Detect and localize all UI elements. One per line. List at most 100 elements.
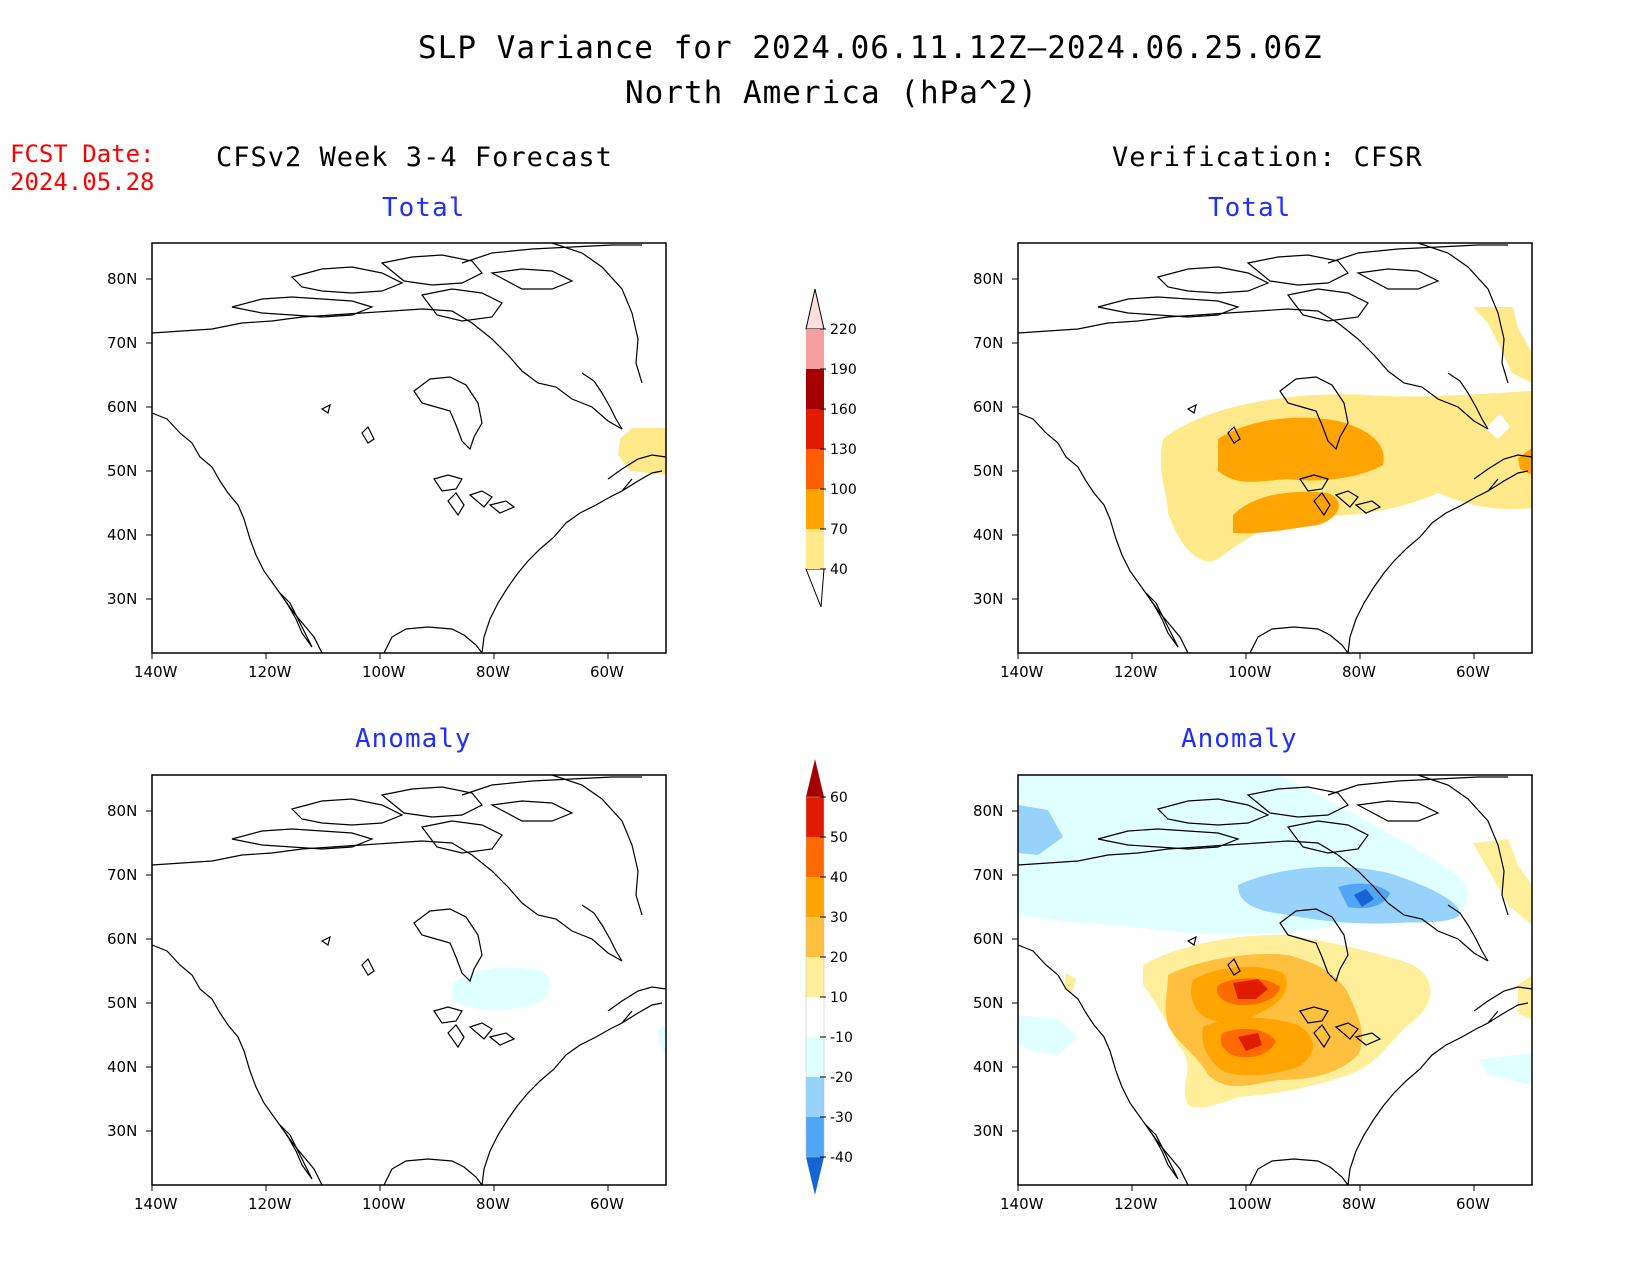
lat-tick-label: 80N bbox=[973, 802, 1004, 820]
colorbar-total-label: 220 bbox=[830, 322, 857, 338]
coastline-segment bbox=[1145, 1124, 1179, 1180]
coastline-segment bbox=[290, 266, 404, 294]
lon-tick-label: 100W bbox=[362, 663, 406, 681]
lon-tick-label: 140W bbox=[1000, 1195, 1044, 1213]
coastline-segment bbox=[607, 454, 667, 492]
colorbar-total-high-tri bbox=[805, 288, 825, 330]
coastline-segment bbox=[1249, 626, 1349, 654]
coastline-segment bbox=[551, 242, 643, 384]
lat-tick-label: 50N bbox=[107, 994, 138, 1012]
lon-tick-label: 120W bbox=[1114, 663, 1158, 681]
coastline-segment bbox=[1417, 774, 1509, 916]
coastline-segment bbox=[151, 944, 323, 1186]
coastline-fc-anom bbox=[151, 774, 667, 1186]
shading-fc-total bbox=[618, 428, 666, 475]
lat-tick-label: 60N bbox=[973, 398, 1004, 416]
coastline-segment bbox=[1017, 840, 1489, 962]
coastline-segment bbox=[1354, 1032, 1382, 1046]
coastline-segment bbox=[380, 786, 483, 818]
colorbar-total-label: 130 bbox=[830, 442, 857, 458]
coastline-segment bbox=[383, 626, 483, 654]
coastline-segment bbox=[461, 244, 642, 290]
colorbar-anom-segment bbox=[806, 1077, 824, 1117]
colorbar-anom-frame bbox=[805, 796, 825, 1158]
coastline-vf-total bbox=[1017, 242, 1533, 654]
lon-tick-label: 60W bbox=[590, 1195, 624, 1213]
coastline-segment bbox=[1334, 1022, 1359, 1040]
coastline-segment bbox=[1417, 242, 1509, 384]
coastline-segment bbox=[1313, 492, 1331, 517]
fcst-date-value: 2024.05.28 bbox=[10, 168, 155, 196]
lon-tick-label: 100W bbox=[1228, 663, 1272, 681]
lat-tick-label: 70N bbox=[107, 866, 138, 884]
panel-title-fc-total: Total bbox=[382, 193, 466, 223]
coastline-segment bbox=[1246, 786, 1349, 818]
lat-tick-label: 80N bbox=[107, 802, 138, 820]
coastline-segment bbox=[468, 1022, 493, 1040]
coastline-segment bbox=[279, 1124, 313, 1180]
lat-tick-label: 40N bbox=[107, 1058, 138, 1076]
lon-tick-label: 80W bbox=[476, 1195, 510, 1213]
main-title: SLP Variance for 2024.06.11.12Z—2024.06.… bbox=[418, 30, 1323, 66]
colorbar-anom-segment bbox=[806, 917, 824, 957]
coastline-segment bbox=[581, 904, 623, 962]
coastline-segment bbox=[420, 288, 503, 322]
lat-tick-label: 60N bbox=[973, 930, 1004, 948]
map-forecast-anomaly bbox=[146, 774, 667, 1191]
coastline-segment bbox=[1156, 798, 1270, 826]
coastline-segment bbox=[1447, 372, 1489, 430]
coastline-segment bbox=[151, 840, 623, 962]
coastline-segment bbox=[1327, 244, 1508, 290]
coastline-segment bbox=[1145, 592, 1179, 648]
verification-header: Verification: CFSR bbox=[1112, 142, 1423, 173]
lon-tick-label: 100W bbox=[1228, 1195, 1272, 1213]
coastline-segment bbox=[461, 776, 642, 822]
colorbar-total-low-tri bbox=[805, 568, 825, 608]
forecast-header: CFSv2 Week 3-4 Forecast bbox=[216, 142, 613, 173]
coastline-segment bbox=[1249, 1158, 1349, 1186]
coastline-segment bbox=[151, 412, 323, 654]
coastline-segment bbox=[1327, 776, 1508, 822]
coastline-segment bbox=[151, 308, 623, 430]
coastline-segment bbox=[1347, 1010, 1499, 1186]
colorbar-anom-segment bbox=[806, 1117, 824, 1157]
colorbar-anom-high-tri bbox=[806, 759, 824, 797]
coastline-segment bbox=[1286, 288, 1369, 322]
coastline-segment bbox=[1313, 1024, 1331, 1049]
map-verification-anomaly bbox=[1012, 774, 1533, 1191]
coastline-segment bbox=[1286, 820, 1369, 854]
colorbar-anom-label: 30 bbox=[830, 910, 848, 926]
coastline-segment bbox=[320, 403, 331, 414]
coastline-segment bbox=[413, 376, 483, 451]
colorbar-anom-label: -30 bbox=[830, 1110, 853, 1126]
coastline-segment bbox=[231, 828, 374, 850]
lat-tick-label: 50N bbox=[973, 462, 1004, 480]
coastline-segment bbox=[361, 425, 375, 444]
lon-tick-label: 120W bbox=[1114, 1195, 1158, 1213]
colorbar-total-label: 160 bbox=[830, 402, 857, 418]
coastline-vf-anom bbox=[1017, 774, 1533, 1186]
panel-title-fc-anom: Anomaly bbox=[355, 724, 472, 754]
colorbar-anom-label: 40 bbox=[830, 870, 848, 886]
colorbar-anom-segment bbox=[806, 957, 824, 997]
lon-tick-label: 80W bbox=[1342, 1195, 1376, 1213]
coastline-segment bbox=[1227, 957, 1241, 976]
colorbar-total-label: 190 bbox=[830, 362, 857, 378]
coastline-segment bbox=[1354, 500, 1382, 514]
lon-tick-label: 60W bbox=[590, 663, 624, 681]
colorbar-total-segment bbox=[806, 489, 824, 529]
coastline-segment bbox=[290, 798, 404, 826]
colorbar-total-segment bbox=[806, 329, 824, 369]
lon-tick-label: 100W bbox=[362, 1195, 406, 1213]
colorbar-total-segment bbox=[806, 529, 824, 569]
coastline-segment bbox=[1347, 478, 1499, 654]
coastline-segment bbox=[1227, 425, 1241, 444]
coastline-segment bbox=[468, 490, 493, 508]
colorbar-anom-label: -10 bbox=[830, 1030, 853, 1046]
coastline-segment bbox=[488, 1032, 516, 1046]
colorbar-anom-segment bbox=[806, 997, 824, 1037]
colorbar-total-label: 40 bbox=[830, 562, 848, 578]
coastline-segment bbox=[1156, 266, 1270, 294]
coastline-segment bbox=[1473, 454, 1533, 492]
lat-tick-label: 70N bbox=[107, 334, 138, 352]
